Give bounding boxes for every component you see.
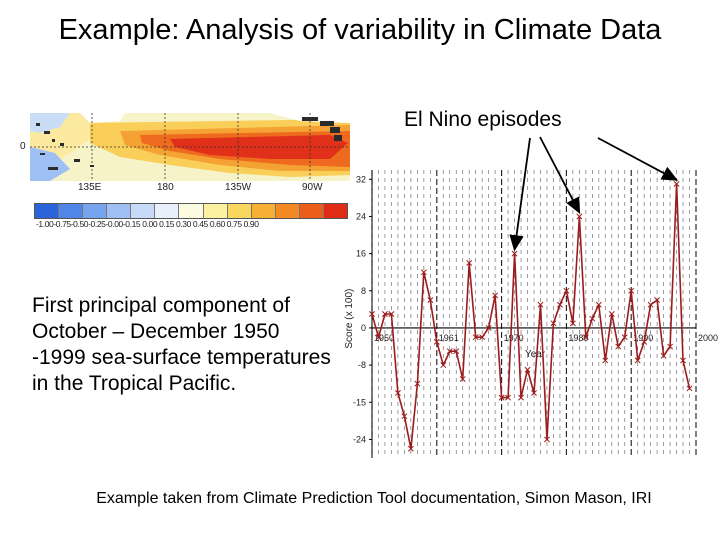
data-point [667, 343, 674, 350]
data-point [479, 334, 486, 341]
data-point [563, 287, 570, 294]
data-point [582, 334, 589, 341]
annotation-arrow [509, 137, 531, 252]
colorbar-swatch [203, 204, 228, 218]
data-point [394, 390, 401, 396]
colorbar-ticks: -1.00-0.75-0.50-0.25-0.00-0.15 0.00 0.15… [36, 219, 259, 229]
data-point [446, 348, 453, 355]
x-tick-label: 1990 [633, 333, 653, 343]
data-point [595, 301, 602, 308]
data-point [440, 362, 447, 369]
data-point [660, 352, 667, 359]
sst-map-image [30, 113, 350, 181]
data-point [641, 338, 648, 345]
y-tick-label: -15 [353, 397, 366, 407]
data-point [369, 311, 375, 317]
data-point [498, 394, 505, 401]
data-point [550, 320, 557, 327]
x-axis-title: Year [525, 349, 546, 360]
data-point [647, 301, 654, 308]
colorbar-swatch [131, 204, 156, 218]
colorbar-swatch [323, 204, 348, 218]
data-point [556, 301, 563, 308]
colorbar-swatch [35, 204, 60, 218]
data-point [628, 287, 635, 294]
y-tick-label: 24 [356, 211, 366, 221]
data-point [608, 311, 615, 317]
x-tick-label: 2000 [698, 333, 718, 343]
data-point [673, 180, 680, 187]
map-lon-label: 180 [157, 182, 174, 193]
y-tick-label: 16 [356, 249, 366, 259]
colorbar-swatch [59, 204, 84, 218]
data-point [518, 394, 524, 401]
map-lon-label: 135E [78, 182, 102, 193]
data-point [537, 301, 544, 308]
data-point [569, 320, 576, 327]
data-point [654, 297, 661, 304]
sst-pattern-map [30, 113, 350, 181]
data-point [686, 385, 693, 392]
y-tick-label: 32 [356, 174, 366, 184]
data-point [407, 445, 414, 452]
data-point [401, 413, 408, 420]
data-point [615, 343, 622, 350]
data-point [531, 390, 537, 396]
data-point [634, 357, 641, 364]
data-point [420, 269, 427, 276]
data-point [621, 334, 628, 341]
data-point [388, 311, 395, 317]
data-point [511, 250, 518, 257]
data-point [459, 376, 466, 382]
data-point [576, 213, 583, 220]
y-tick-label: 8 [361, 286, 366, 296]
data-point [453, 348, 460, 355]
slide-title: Example: Analysis of variability in Clim… [58, 14, 662, 46]
data-point [414, 380, 421, 387]
pc1-time-series-chart: 32 24 16 8 0 -8 -15 -24 1950 1961 1970 1980 1990 2000… [344, 136, 718, 458]
colorbar-swatch [299, 204, 324, 218]
annotation-arrow [539, 136, 581, 215]
data-point [492, 292, 499, 299]
source-footer: Example taken from Climate Prediction To… [96, 490, 652, 507]
data-point [375, 334, 382, 341]
colorbar-swatch [251, 204, 276, 218]
colorbar-swatch [227, 204, 252, 218]
data-point [427, 297, 434, 304]
map-lon-label: 90W [302, 182, 323, 193]
data-point [544, 436, 550, 443]
y-tick-label: 0 [361, 323, 366, 333]
x-tick-label: 1980 [568, 333, 588, 343]
data-point [433, 338, 440, 345]
data-point [524, 366, 531, 373]
map-lon-label: 135W [225, 182, 252, 193]
data-point [382, 311, 388, 317]
map-side-label: 0 [20, 141, 26, 152]
data-point [680, 357, 686, 364]
data-point [472, 334, 479, 341]
colorbar-swatch [155, 204, 180, 218]
data-point [466, 259, 473, 266]
el-nino-annotation: El Nino episodes [404, 108, 562, 131]
series-line [371, 183, 691, 450]
y-tick-label: -8 [358, 360, 366, 370]
y-tick-label: -24 [353, 434, 366, 444]
colorbar-swatch [179, 204, 204, 218]
colorbar-swatch [83, 204, 108, 218]
figure-description: First principal component of October – D… [32, 294, 331, 395]
annotation-arrow [597, 137, 679, 181]
data-point [485, 324, 492, 331]
data-point [505, 394, 512, 401]
y-axis-title: Score (x 100) [344, 289, 355, 349]
colorbar-swatch [107, 204, 132, 218]
x-tick-label: 1970 [504, 333, 524, 343]
x-tick-label: 1961 [439, 333, 459, 343]
data-point [602, 357, 609, 364]
x-tick-label: 1950 [374, 333, 394, 343]
colorbar [34, 203, 348, 219]
data-point [589, 315, 596, 322]
colorbar-swatch [275, 204, 300, 218]
